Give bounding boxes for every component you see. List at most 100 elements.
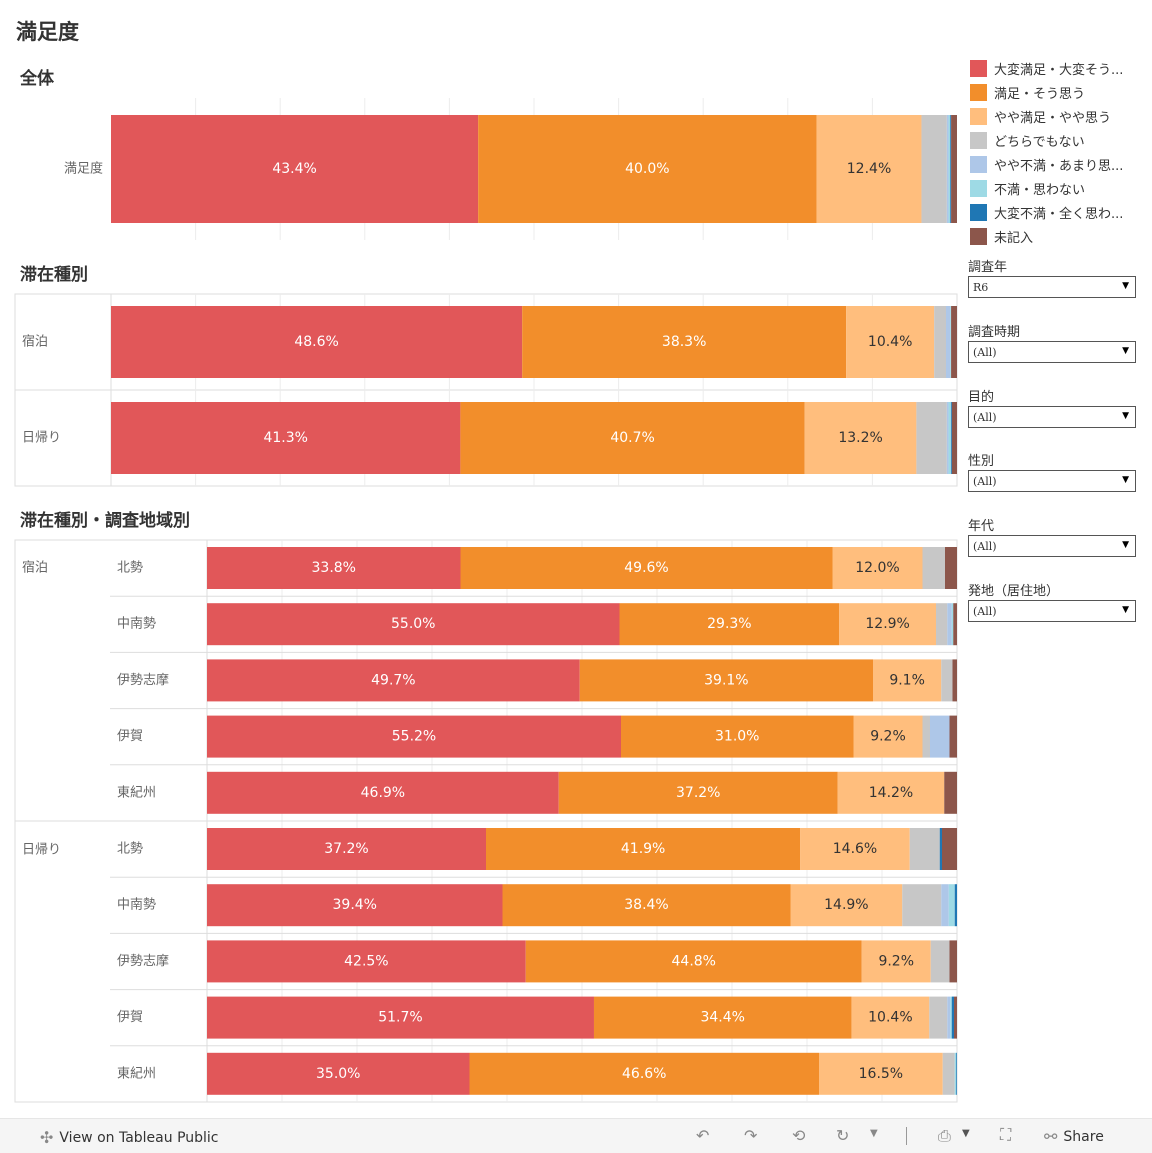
bar-segment[interactable]	[800, 828, 910, 870]
bar-segment[interactable]	[593, 996, 852, 1039]
bar-segment[interactable]	[579, 659, 873, 702]
download-dropdown-icon[interactable]: ▼	[962, 1128, 970, 1139]
bar-segment[interactable]	[853, 715, 923, 758]
bar-segment[interactable]	[207, 996, 594, 1039]
bar-segment[interactable]	[207, 547, 461, 589]
bar-segment[interactable]	[846, 306, 935, 378]
bar-segment[interactable]	[946, 115, 949, 223]
undo-icon[interactable]: ↶	[696, 1126, 710, 1145]
bar-segment[interactable]	[819, 1052, 943, 1095]
legend-item[interactable]: 大変不満・全く思わ...	[970, 200, 1145, 224]
bar-segment[interactable]	[954, 996, 957, 1039]
bar-segment[interactable]	[111, 402, 461, 474]
bar-segment[interactable]	[950, 115, 952, 223]
bar-segment[interactable]	[621, 715, 854, 758]
bar-segment[interactable]	[946, 306, 951, 378]
download-icon[interactable]: ⎙	[938, 1126, 951, 1145]
refresh-dropdown-icon[interactable]: ▼	[870, 1128, 878, 1139]
bar-segment[interactable]	[207, 659, 580, 702]
filter-dropdown[interactable]: (All) ▼	[968, 535, 1136, 557]
filter-dropdown[interactable]: R6 ▼	[968, 276, 1136, 298]
bar-segment[interactable]	[111, 306, 523, 378]
bar-segment[interactable]	[949, 715, 958, 758]
bar-segment[interactable]	[460, 402, 805, 474]
legend-item[interactable]: 不満・思わない	[970, 176, 1145, 200]
redo-icon[interactable]: ↷	[744, 1126, 758, 1145]
bar-segment[interactable]	[947, 996, 951, 1039]
bar-segment[interactable]	[948, 402, 952, 474]
legend-item[interactable]: 大変満足・大変そう...	[970, 56, 1145, 80]
bar-segment[interactable]	[930, 940, 950, 983]
bar-segment[interactable]	[934, 306, 947, 378]
bar-segment[interactable]	[939, 828, 942, 870]
bar-segment[interactable]	[942, 1052, 955, 1095]
bar-segment[interactable]	[207, 884, 503, 927]
refresh-icon[interactable]: ↻	[836, 1126, 850, 1145]
filter-dropdown[interactable]: (All) ▼	[968, 470, 1136, 492]
bar-segment[interactable]	[929, 996, 948, 1039]
bar-segment[interactable]	[832, 547, 923, 589]
bar-segment[interactable]	[941, 884, 949, 927]
bar-segment[interactable]	[944, 771, 957, 814]
bar-segment[interactable]	[951, 306, 957, 378]
bar-segment[interactable]	[816, 115, 922, 223]
legend-item[interactable]: やや満足・やや思う	[970, 104, 1145, 128]
bar-segment[interactable]	[207, 771, 559, 814]
bar-segment[interactable]	[873, 659, 942, 702]
bar-segment[interactable]	[954, 884, 957, 927]
bar-segment[interactable]	[839, 603, 936, 646]
filter-dropdown[interactable]: (All) ▼	[968, 600, 1136, 622]
bar-segment[interactable]	[951, 115, 957, 223]
bar-segment[interactable]	[950, 996, 952, 1039]
bar-segment[interactable]	[486, 828, 801, 870]
bar-segment[interactable]	[207, 940, 526, 983]
bar-segment[interactable]	[111, 115, 479, 223]
share-button[interactable]: ⚯ Share	[1044, 1127, 1104, 1146]
bar-segment[interactable]	[916, 402, 947, 474]
bar-segment[interactable]	[207, 603, 620, 646]
bar-segment[interactable]	[207, 715, 621, 758]
bar-segment[interactable]	[207, 1052, 470, 1095]
bar-segment[interactable]	[522, 306, 847, 378]
bar-segment[interactable]	[460, 547, 833, 589]
filter-dropdown[interactable]: (All) ▼	[968, 341, 1136, 363]
bar-segment[interactable]	[502, 884, 791, 927]
bar-segment[interactable]	[804, 402, 917, 474]
bar-segment[interactable]	[922, 547, 946, 589]
bar-segment[interactable]	[950, 306, 952, 378]
bar-segment[interactable]	[478, 115, 817, 223]
revert-icon[interactable]: ⟲	[792, 1126, 806, 1145]
filter-dropdown[interactable]: (All) ▼	[968, 406, 1136, 428]
bar-segment[interactable]	[952, 659, 958, 702]
bar-segment[interactable]	[837, 771, 945, 814]
bar-segment[interactable]	[949, 940, 958, 983]
bar-segment[interactable]	[558, 771, 838, 814]
bar-segment[interactable]	[948, 115, 951, 223]
bar-segment[interactable]	[861, 940, 931, 983]
bar-segment[interactable]	[922, 715, 931, 758]
bar-segment[interactable]	[953, 603, 957, 646]
bar-segment[interactable]	[945, 547, 957, 589]
bar-segment[interactable]	[951, 603, 954, 646]
bar-segment[interactable]	[207, 828, 486, 870]
bar-segment[interactable]	[954, 1052, 957, 1095]
legend-item[interactable]: 未記入	[970, 224, 1145, 248]
bar-segment[interactable]	[956, 1052, 957, 1095]
legend-item[interactable]: どちらでもない	[970, 128, 1145, 152]
bar-segment[interactable]	[951, 996, 955, 1039]
bar-segment[interactable]	[936, 603, 948, 646]
bar-segment[interactable]	[921, 115, 947, 223]
bar-segment[interactable]	[947, 603, 952, 646]
bar-segment[interactable]	[951, 402, 957, 474]
bar-segment[interactable]	[930, 715, 950, 758]
bar-segment[interactable]	[851, 996, 930, 1039]
view-on-tableau-link[interactable]: ✣ View on Tableau Public	[40, 1128, 219, 1147]
bar-segment[interactable]	[525, 940, 862, 983]
bar-segment[interactable]	[948, 884, 955, 927]
bar-segment[interactable]	[619, 603, 840, 646]
bar-segment[interactable]	[469, 1052, 820, 1095]
satisfaction-chart[interactable]: 43.4% 40.0% 12.4% 満足度 48.6% 38.3% 10.4% 宿泊 41.3%…	[0, 0, 960, 1115]
bar-segment[interactable]	[946, 402, 949, 474]
bar-segment[interactable]	[909, 828, 940, 870]
legend-item[interactable]: 満足・そう思う	[970, 80, 1145, 104]
